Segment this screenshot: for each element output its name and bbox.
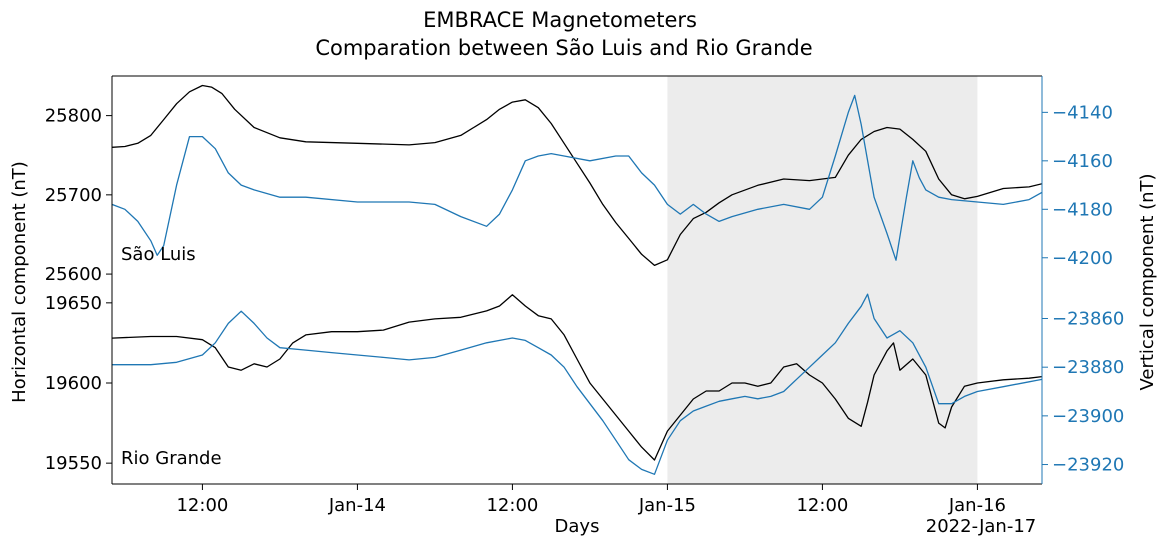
right-y-tick-label: −23920	[1052, 455, 1124, 476]
x-tick-label: 12:00	[796, 495, 848, 516]
panel-rio-grande-series	[112, 293, 1042, 475]
x-axis-label: Days	[555, 516, 600, 537]
left-y-tick-label: 25600	[45, 264, 102, 285]
series-line-horizontal	[112, 84, 1042, 267]
left-y-axis-label: Horizontal component (nT)	[9, 161, 30, 403]
right-y-tick-label: −23880	[1052, 357, 1124, 378]
x-tick-label: Jan-15	[638, 495, 696, 516]
right-y-tick-label: −23860	[1052, 309, 1124, 330]
x-axis-offset-label: 2022-Jan-17	[926, 516, 1036, 537]
right-y-tick-label: −4200	[1052, 248, 1113, 269]
panel-sao-luis-series	[112, 84, 1042, 267]
series-line-vertical	[112, 293, 1042, 475]
series-line-vertical	[112, 94, 1042, 261]
series-line-horizontal	[112, 294, 1042, 461]
left-y-tick-label: 19600	[45, 373, 102, 394]
station-label: Rio Grande	[121, 448, 222, 469]
right-y-tick-label: −4180	[1052, 199, 1113, 220]
left-y-tick-label: 25800	[45, 106, 102, 127]
right-y-tick-label: −4160	[1052, 151, 1113, 172]
left-y-tick-label: 19550	[45, 453, 102, 474]
left-y-tick-label: 19650	[45, 293, 102, 314]
chart-subtitle: Comparation between São Luis and Rio Gra…	[315, 36, 812, 60]
chart-title: EMBRACE Magnetometers	[423, 8, 697, 32]
x-tick-label: 12:00	[486, 495, 538, 516]
station-label: São Luis	[121, 244, 196, 265]
right-y-tick-label: −4140	[1052, 102, 1113, 123]
left-y-tick-label: 25700	[45, 185, 102, 206]
right-y-tick-label: −23900	[1052, 406, 1124, 427]
x-tick-label: 12:00	[176, 495, 228, 516]
x-tick-label: Jan-14	[328, 495, 386, 516]
plot-area: 25600 25700 25800 −4200 −4180 −4160 −4140 São L…	[45, 75, 1124, 516]
right-y-axis-label: Vertical component (nT)	[1137, 173, 1158, 390]
shaded-region	[667, 76, 978, 484]
x-tick-label: Jan-16	[948, 495, 1006, 516]
